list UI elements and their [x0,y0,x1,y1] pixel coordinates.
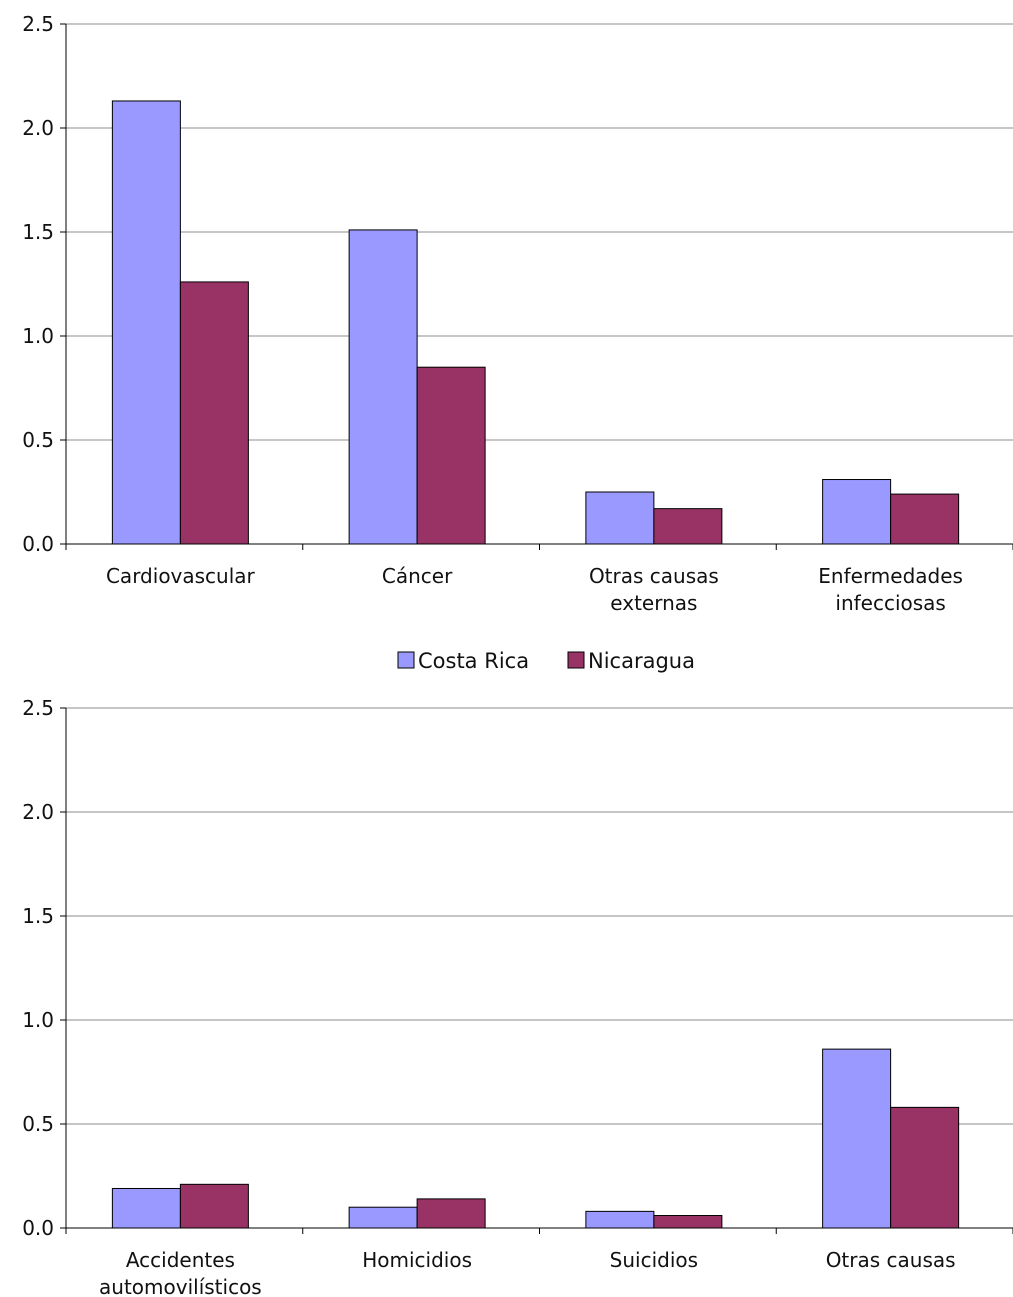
y-tick-label: 0.5 [22,428,54,452]
y-tick-label: 2.5 [22,12,54,36]
y-tick-label: 1.0 [22,1008,54,1032]
bar-nicaragua [890,1106,960,1229]
x-tick-label: Cardiovascular [106,564,256,588]
x-tick-label: Homicidios [362,1248,472,1272]
y-tick-label: 0.0 [22,532,54,556]
y-tick-label: 0.0 [22,1216,54,1240]
y-tick-label: 0.5 [22,1112,54,1136]
x-tick-label: Suicidios [610,1248,698,1272]
bar-costa-rica [348,229,418,545]
legend-label-nicaragua: Nicaragua [588,649,695,673]
bar-nicaragua [890,493,960,545]
bar-costa-rica [348,1206,418,1229]
y-tick-label: 2.0 [22,800,54,824]
bar-nicaragua [416,1198,486,1229]
x-tick-label: Otras causas externas [589,564,719,615]
legend: Costa Rica Nicaragua [397,649,695,673]
legend-label-costa-rica: Costa Rica [418,649,529,673]
bar-nicaragua [179,1183,249,1229]
x-tick-label: Enfermedades infecciosas [818,564,963,615]
legend-swatch-costa-rica [397,651,415,669]
legend-swatch-nicaragua [567,651,585,669]
bar-costa-rica [822,1048,892,1229]
bar-nicaragua [416,366,486,545]
bar-nicaragua [653,508,723,545]
bar-costa-rica [585,1210,655,1229]
y-tick-label: 2.0 [22,116,54,140]
y-tick-label: 2.5 [22,696,54,720]
y-tick-label: 1.5 [22,904,54,928]
bar-nicaragua [653,1215,723,1229]
bar-nicaragua [179,281,249,545]
bar-costa-rica [822,479,892,545]
bar-costa-rica [111,100,181,545]
x-tick-label: Otras causas [826,1248,956,1272]
bar-costa-rica [585,491,655,545]
chart-2: 0.0 0.5 1.0 1.5 2.0 2.5 Accidentes automovilíst… [22,696,1013,1297]
x-tick-label: Accidentes automovilísticos [99,1248,262,1297]
chart-1: 0.0 0.5 1.0 1.5 2.0 2.5 Cardiovascular Cáncer Ot… [22,12,1013,615]
x-tick-label: Cáncer [382,564,453,588]
bar-costa-rica [111,1187,181,1229]
y-tick-label: 1.0 [22,324,54,348]
y-tick-label: 1.5 [22,220,54,244]
